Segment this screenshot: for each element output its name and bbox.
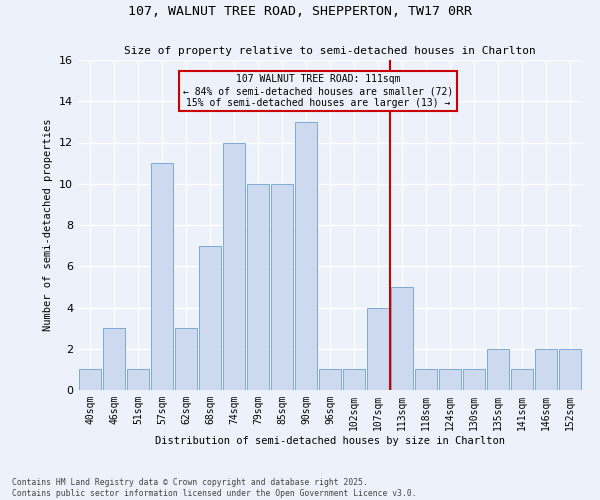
Bar [535, 349, 557, 390]
Bar [127, 370, 149, 390]
Text: 107 WALNUT TREE ROAD: 111sqm
← 84% of semi-detached houses are smaller (72)
15% : 107 WALNUT TREE ROAD: 111sqm ← 84% of se… [183, 74, 453, 108]
Bar [415, 370, 437, 390]
Bar [271, 184, 293, 390]
Bar [439, 370, 461, 390]
Bar [199, 246, 221, 390]
Bar [319, 370, 341, 390]
Bar [391, 287, 413, 390]
Bar [463, 370, 485, 390]
Bar [175, 328, 197, 390]
Bar [487, 349, 509, 390]
Bar [511, 370, 533, 390]
Bar [79, 370, 101, 390]
Text: Contains HM Land Registry data © Crown copyright and database right 2025.
Contai: Contains HM Land Registry data © Crown c… [12, 478, 416, 498]
Bar [151, 163, 173, 390]
Bar [247, 184, 269, 390]
Bar [367, 308, 389, 390]
Bar [103, 328, 125, 390]
X-axis label: Distribution of semi-detached houses by size in Charlton: Distribution of semi-detached houses by … [155, 436, 505, 446]
Bar [295, 122, 317, 390]
Y-axis label: Number of semi-detached properties: Number of semi-detached properties [43, 118, 53, 331]
Title: Size of property relative to semi-detached houses in Charlton: Size of property relative to semi-detach… [124, 46, 536, 56]
Bar [559, 349, 581, 390]
Text: 107, WALNUT TREE ROAD, SHEPPERTON, TW17 0RR: 107, WALNUT TREE ROAD, SHEPPERTON, TW17 … [128, 5, 472, 18]
Bar [223, 142, 245, 390]
Bar [343, 370, 365, 390]
